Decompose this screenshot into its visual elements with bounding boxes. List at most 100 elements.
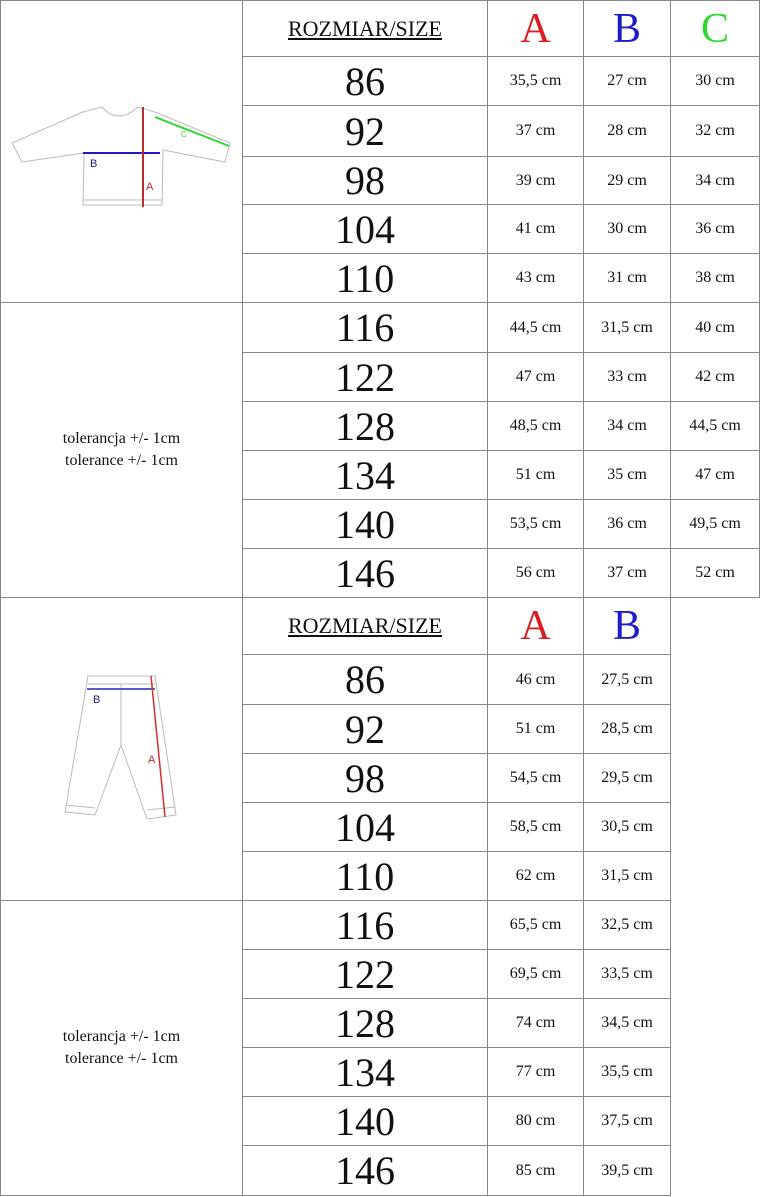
measurement-a: 44,5 cm [488,303,584,353]
measurement-b: 27 cm [584,57,671,106]
measurement-c: 36 cm [671,205,760,254]
measurement-b: 36 cm [584,500,671,549]
measurement-c: 44,5 cm [671,402,760,451]
size-cell: 122 [243,353,488,402]
measurement-c: 38 cm [671,254,760,303]
measurement-b: 37 cm [584,549,671,598]
measurement-c: 42 cm [671,353,760,402]
size-cell: 128 [243,402,488,451]
measurement-a: 56 cm [488,549,584,598]
label-b: B [90,158,97,170]
size-cell: 104 [243,803,488,852]
measure-c-line [154,116,230,147]
size-cell: 110 [243,254,488,303]
measurement-b: 30 cm [584,205,671,254]
size-cell: 122 [243,950,488,999]
tolerance-text: tolerancja +/- 1cm [62,1028,181,1045]
measurement-a: 37 cm [488,106,584,157]
tolerance-cell: tolerancja +/- 1cm tolerance +/- 1cm [0,303,243,598]
measurement-a: 80 cm [488,1097,584,1146]
measurement-b: 33,5 cm [584,950,671,999]
size-cell: 110 [243,852,488,901]
column-header-a: A [488,0,584,57]
measurement-b: 27,5 cm [584,655,671,705]
size-header: ROZMIAR/SIZE [243,0,488,57]
measurement-a: 85 cm [488,1146,584,1196]
size-cell: 86 [243,57,488,106]
column-header-b: B [584,598,671,655]
size-cell: 128 [243,999,488,1048]
size-cell: 116 [243,901,488,950]
measurement-c: 30 cm [671,57,760,106]
measurement-c: 49,5 cm [671,500,760,549]
measurement-a: 51 cm [488,705,584,754]
measurement-a: 77 cm [488,1048,584,1097]
measurement-b: 28,5 cm [584,705,671,754]
measurement-b: 35 cm [584,451,671,500]
size-cell: 98 [243,157,488,205]
size-cell: 86 [243,655,488,705]
measurement-a: 62 cm [488,852,584,901]
measurement-c: 40 cm [671,303,760,353]
label-a: A [146,181,154,193]
measurement-b: 28 cm [584,106,671,157]
size-cell: 98 [243,754,488,803]
size-cell: 146 [243,549,488,598]
measurement-b: 31 cm [584,254,671,303]
measurement-a: 39 cm [488,157,584,205]
label-b: B [93,694,100,706]
size-cell: 134 [243,1048,488,1097]
tolerance-text: tolerance +/- 1cm [65,452,178,469]
size-cell: 146 [243,1146,488,1196]
measurement-c: 34 cm [671,157,760,205]
measurement-a: 65,5 cm [488,901,584,950]
measurement-b: 30,5 cm [584,803,671,852]
size-header: ROZMIAR/SIZE [243,598,488,655]
measurement-b: 32,5 cm [584,901,671,950]
measurement-b: 34 cm [584,402,671,451]
measurement-a: 74 cm [488,999,584,1048]
measurement-b: 29 cm [584,157,671,205]
measurement-b: 37,5 cm [584,1097,671,1146]
sweatshirt-diagram: B A C [11,106,231,207]
measurement-a: 51 cm [488,451,584,500]
size-cell: 92 [243,106,488,157]
size-cell: 116 [243,303,488,353]
measurement-a: 48,5 cm [488,402,584,451]
column-header-b: B [584,0,671,57]
measurement-a: 69,5 cm [488,950,584,999]
pants-diagram: B A [64,675,177,820]
measurement-b: 35,5 cm [584,1048,671,1097]
measurement-b: 31,5 cm [584,852,671,901]
tolerance-text: tolerancja +/- 1cm [62,430,181,447]
measurement-c: 47 cm [671,451,760,500]
measure-a-line [150,675,166,818]
column-header-c: C [671,0,760,57]
tolerance-text: tolerance +/- 1cm [65,1050,178,1067]
measurement-b: 31,5 cm [584,303,671,353]
measurement-a: 35,5 cm [488,57,584,106]
label-c: C [181,130,187,139]
measurement-c: 52 cm [671,549,760,598]
tolerance-cell: tolerancja +/- 1cm tolerance +/- 1cm [0,901,243,1196]
measurement-a: 53,5 cm [488,500,584,549]
column-header-a: A [488,598,584,655]
size-cell: 134 [243,451,488,500]
label-a: A [148,754,156,766]
diagram-cell [0,598,243,901]
measurement-a: 47 cm [488,353,584,402]
measurement-c: 32 cm [671,106,760,157]
measurement-b: 39,5 cm [584,1146,671,1196]
measurement-a: 46 cm [488,655,584,705]
size-cell: 140 [243,1097,488,1146]
diagram-cell [0,0,243,303]
measurement-b: 33 cm [584,353,671,402]
size-cell: 140 [243,500,488,549]
measurement-b: 34,5 cm [584,999,671,1048]
measurement-b: 29,5 cm [584,754,671,803]
measurement-a: 58,5 cm [488,803,584,852]
measurement-a: 43 cm [488,254,584,303]
size-cell: 104 [243,205,488,254]
measurement-a: 41 cm [488,205,584,254]
